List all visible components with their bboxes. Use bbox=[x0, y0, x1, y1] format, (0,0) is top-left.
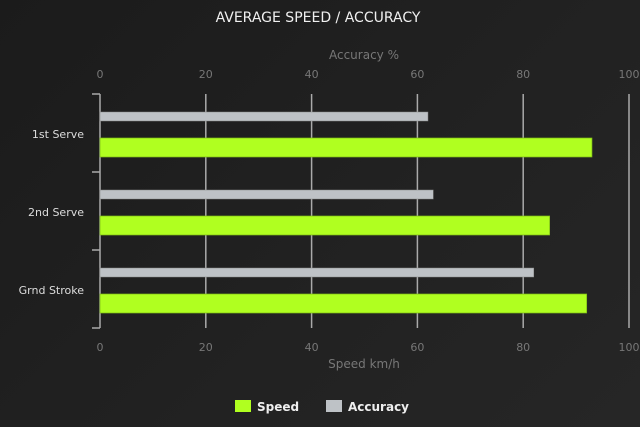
top-tick-label: 0 bbox=[97, 68, 104, 81]
legend-label-accuracy: Accuracy bbox=[348, 400, 409, 414]
speed-bar bbox=[99, 137, 593, 158]
accuracy-bar bbox=[99, 111, 429, 122]
top-tick-label: 60 bbox=[410, 68, 424, 81]
top-tick-label: 20 bbox=[199, 68, 213, 81]
top-tick-label: 100 bbox=[619, 68, 640, 81]
category-label: 2nd Serve bbox=[28, 206, 84, 219]
bottom-axis-label: Speed km/h bbox=[328, 357, 400, 371]
bottom-tick-label: 60 bbox=[410, 341, 424, 354]
bottom-tick-label: 80 bbox=[516, 341, 530, 354]
top-tick-label: 80 bbox=[516, 68, 530, 81]
legend-swatch-accuracy bbox=[326, 400, 342, 412]
bottom-tick-label: 100 bbox=[619, 341, 640, 354]
accuracy-bar bbox=[99, 189, 434, 200]
bottom-tick-label: 40 bbox=[305, 341, 319, 354]
speed-bar bbox=[99, 215, 550, 236]
speed-bar bbox=[99, 293, 588, 314]
top-tick-label: 40 bbox=[305, 68, 319, 81]
legend-swatch-speed bbox=[235, 400, 251, 412]
category-label: Grnd Stroke bbox=[19, 284, 85, 297]
top-axis-label: Accuracy % bbox=[329, 48, 399, 62]
bottom-tick-label: 20 bbox=[199, 341, 213, 354]
legend-label-speed: Speed bbox=[257, 400, 299, 414]
chart-title: AVERAGE SPEED / ACCURACY bbox=[216, 10, 421, 26]
category-label: 1st Serve bbox=[32, 128, 84, 141]
bottom-tick-label: 0 bbox=[97, 341, 104, 354]
accuracy-bar bbox=[99, 267, 535, 278]
